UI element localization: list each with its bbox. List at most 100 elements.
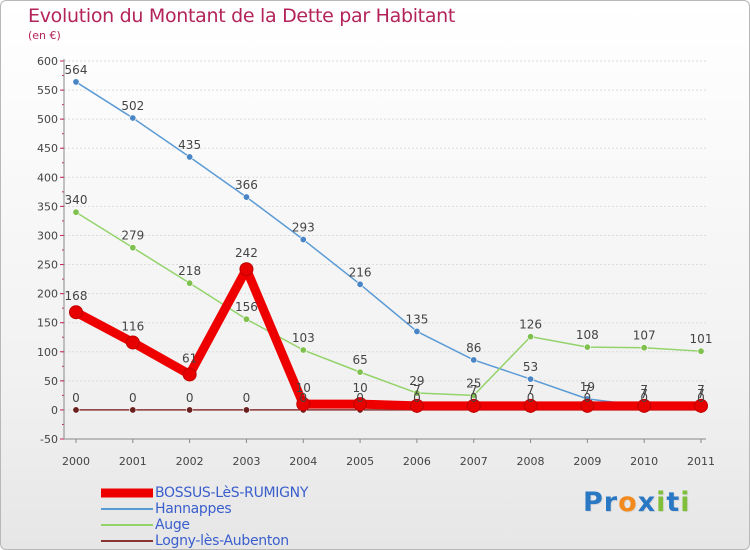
data-label: 86 — [466, 341, 481, 355]
x-tick-label: 2006 — [403, 455, 431, 468]
data-point — [299, 346, 307, 354]
data-label: 7 — [640, 383, 648, 397]
data-point — [580, 398, 595, 413]
data-label: 216 — [349, 265, 372, 279]
data-label: 0 — [640, 391, 648, 405]
logo-letter: i — [680, 487, 691, 518]
y-tick-label: 550 — [37, 84, 58, 97]
legend-swatch — [101, 533, 153, 549]
data-point — [242, 193, 250, 201]
data-label: 29 — [409, 374, 424, 388]
data-label: 10 — [296, 381, 311, 395]
data-point — [72, 78, 80, 86]
data-point — [470, 391, 478, 399]
data-point — [583, 343, 591, 351]
y-tick-label: 0 — [51, 404, 58, 417]
logo-letter: x — [637, 487, 657, 518]
x-tick-label: 2007 — [460, 455, 488, 468]
y-tick-label: 450 — [37, 142, 58, 155]
data-point — [527, 375, 535, 383]
data-label: 19 — [580, 380, 595, 394]
data-point — [72, 406, 80, 414]
chart-subtitle: (en €) — [28, 29, 61, 42]
data-point — [413, 389, 421, 397]
data-label: 103 — [292, 331, 315, 345]
data-label: 0 — [129, 391, 137, 405]
data-label: 61 — [182, 351, 197, 365]
legend-swatch — [101, 501, 153, 517]
data-label: 53 — [523, 360, 538, 374]
data-point — [470, 356, 478, 364]
y-tick-label: 300 — [37, 229, 58, 242]
data-point — [242, 315, 250, 323]
data-point — [242, 406, 250, 414]
data-point — [640, 344, 648, 352]
data-point — [239, 262, 254, 277]
data-point — [527, 333, 535, 341]
x-tick-label: 2010 — [630, 455, 658, 468]
data-label: 7 — [470, 383, 478, 397]
logo-letter: P — [583, 487, 604, 518]
logo-letter: o — [618, 487, 638, 518]
chart-title: Evolution du Montant de la Dette par Hab… — [28, 5, 456, 27]
data-label: 7 — [584, 383, 592, 397]
x-tick-label: 2000 — [62, 455, 90, 468]
x-tick-label: 2004 — [289, 455, 317, 468]
logo-letter: t — [666, 487, 681, 518]
legend-label: BOSSUS-LèS-RUMIGNY — [155, 485, 309, 501]
data-label: 107 — [633, 329, 656, 343]
data-label: 218 — [178, 264, 201, 278]
data-label: 0 — [243, 391, 251, 405]
data-label: 116 — [121, 319, 144, 333]
data-label: 7 — [697, 383, 705, 397]
data-point — [129, 406, 137, 414]
data-label: 435 — [178, 138, 201, 152]
data-point — [186, 406, 194, 414]
data-point — [186, 153, 194, 161]
data-point — [697, 347, 705, 355]
data-label: 0 — [470, 391, 478, 405]
x-tick-label: 2002 — [176, 455, 204, 468]
data-label: 0 — [413, 391, 421, 405]
data-label: 135 — [405, 312, 428, 326]
data-label: 10 — [352, 381, 367, 395]
data-point — [72, 208, 80, 216]
data-point — [356, 280, 364, 288]
legend-swatch — [101, 485, 153, 501]
data-label: 7 — [697, 387, 705, 401]
x-tick-label: 2008 — [517, 455, 545, 468]
data-label: 25 — [466, 376, 481, 390]
data-label: 279 — [121, 229, 144, 243]
proxiti-logo: Proxiti — [583, 487, 691, 518]
data-label: 293 — [292, 221, 315, 235]
data-point — [182, 367, 197, 382]
y-tick-label: 350 — [37, 200, 58, 213]
x-tick-label: 2003 — [232, 455, 260, 468]
data-point — [694, 398, 708, 413]
data-point — [125, 335, 140, 350]
data-label: 564 — [65, 63, 88, 77]
data-label: 340 — [65, 193, 88, 207]
data-label: 156 — [235, 300, 258, 314]
x-tick-label: 2009 — [573, 455, 601, 468]
data-label: 7 — [640, 387, 648, 401]
series-line-Auge — [75, 211, 702, 397]
data-label: 101 — [690, 332, 713, 346]
data-point — [129, 114, 137, 122]
y-tick-label: 100 — [37, 346, 58, 359]
data-point — [296, 397, 311, 412]
y-tick-label: -50 — [40, 433, 58, 446]
x-tick-label: 2011 — [687, 455, 715, 468]
series-line-BOSSUS-LèS-RUMIGNY — [71, 264, 706, 411]
data-point — [186, 279, 194, 287]
data-point — [129, 244, 137, 252]
y-tick-label: 250 — [37, 259, 58, 272]
logo-letter: r — [603, 487, 619, 518]
legend-label: Logny-lès-Aubenton — [155, 533, 289, 549]
legend-label: Hannappes — [155, 501, 232, 517]
data-point — [356, 368, 364, 376]
data-point — [409, 398, 424, 413]
data-label: 65 — [352, 353, 367, 367]
data-label: 366 — [235, 178, 258, 192]
